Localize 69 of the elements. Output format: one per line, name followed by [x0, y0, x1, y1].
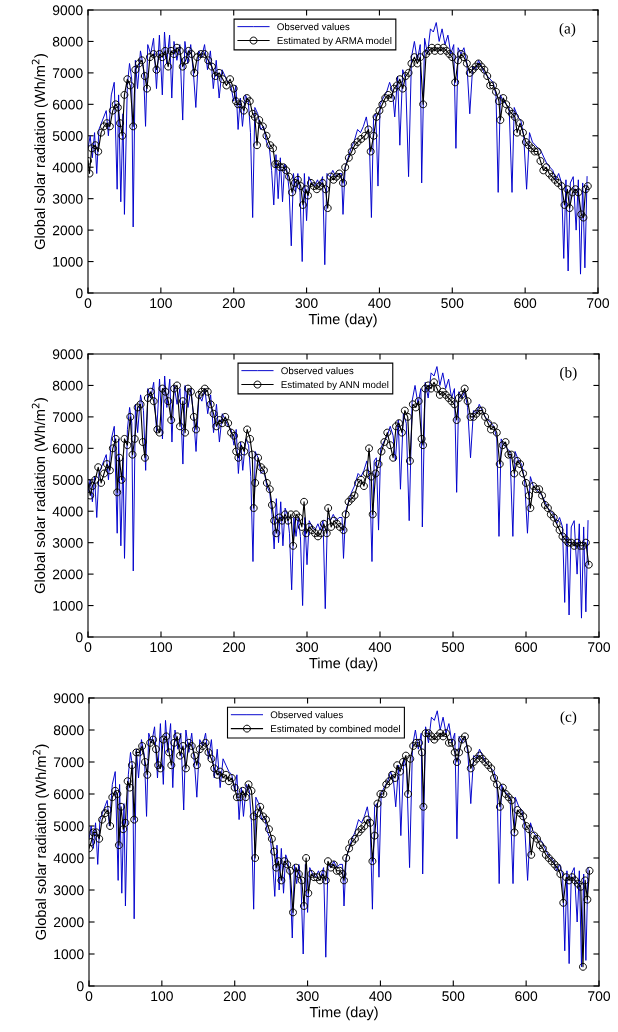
- y-tick-label: 4000: [52, 506, 83, 517]
- x-tick-label: 0: [84, 642, 92, 653]
- y-tick-label: 8000: [52, 36, 83, 47]
- x-tick-label: 700: [588, 991, 611, 1002]
- y-tick-label: 6000: [52, 99, 83, 110]
- y-axis-title: Global solar radiation (Wh/m$^{2}$): [32, 744, 49, 940]
- x-tick-label: 0: [85, 991, 93, 1002]
- annotation: (c): [560, 711, 577, 726]
- legend-label: Observed values: [277, 23, 350, 31]
- y-tick-label: 5000: [52, 475, 83, 485]
- legend-label: Estimated by combined model: [271, 724, 400, 735]
- x-tick-label: 300: [296, 991, 319, 1002]
- x-tick-label: 600: [514, 298, 537, 309]
- y-tick-label: 4000: [53, 853, 84, 864]
- legend-label: Observed values: [281, 366, 354, 375]
- y-tick-label: 1000: [53, 600, 83, 611]
- x-tick-label: 500: [441, 642, 465, 653]
- y-axis-title: Global solar radiation (Wh/m$^{2}$): [31, 398, 48, 594]
- x-tick-label: 600: [515, 642, 538, 653]
- x-tick-label: 400: [368, 298, 391, 309]
- y-tick-label: 3000: [52, 538, 83, 548]
- x-tick-label: 700: [587, 298, 610, 309]
- x-tick-label: 100: [150, 298, 172, 309]
- y-tick-label: 2000: [53, 917, 84, 928]
- x-tick-label: 200: [223, 991, 246, 1002]
- legend-label: Estimated by ARMA model: [277, 36, 392, 46]
- x-tick-label: 300: [295, 298, 318, 309]
- x-tick-label: 100: [150, 642, 173, 653]
- x-tick-label: 100: [151, 991, 173, 1002]
- x-tick-label: 300: [295, 642, 319, 653]
- annotation: (b): [560, 366, 577, 381]
- x-tick-label: 500: [441, 298, 464, 309]
- y-tick-label: 6000: [53, 789, 84, 800]
- y-axis-title: Global solar radiation (Wh/m$^{2}$): [31, 54, 48, 250]
- x-tick-label: 600: [515, 991, 538, 1002]
- y-tick-label: 5000: [53, 821, 84, 832]
- y-tick-label: 2000: [52, 225, 83, 236]
- legend-label: Observed values: [270, 711, 343, 719]
- y-tick-label: 3000: [52, 194, 83, 204]
- y-tick-label: 4000: [52, 162, 83, 173]
- x-tick-label: 400: [369, 991, 392, 1002]
- y-tick-label: 0: [75, 288, 83, 299]
- y-tick-label: 9000: [52, 349, 83, 360]
- y-tick-label: 8000: [53, 725, 84, 736]
- y-tick-label: 0: [76, 981, 84, 992]
- annotation: (a): [559, 22, 576, 37]
- y-tick-label: 9000: [52, 5, 83, 16]
- y-tick-label: 0: [75, 632, 83, 643]
- x-tick-label: 0: [84, 298, 92, 309]
- y-tick-label: 5000: [52, 131, 83, 141]
- x-axis-title: Time (day): [308, 313, 377, 328]
- x-tick-label: 700: [588, 642, 611, 653]
- x-tick-label: 400: [368, 642, 392, 653]
- y-tick-label: 9000: [53, 693, 84, 704]
- y-tick-label: 7000: [52, 412, 83, 423]
- y-tick-label: 7000: [53, 757, 84, 768]
- y-tick-label: 1000: [53, 256, 83, 267]
- y-tick-label: 3000: [53, 885, 84, 896]
- x-tick-label: 500: [442, 991, 465, 1002]
- x-axis-title: Time (day): [309, 1006, 378, 1021]
- y-tick-label: 1000: [54, 949, 84, 960]
- y-tick-label: 8000: [52, 380, 83, 391]
- y-tick-label: 7000: [52, 68, 83, 79]
- x-tick-label: 200: [223, 642, 246, 653]
- legend-label: Estimated by ANN model: [281, 380, 389, 390]
- y-tick-label: 2000: [52, 569, 83, 580]
- y-tick-label: 6000: [52, 443, 83, 454]
- x-tick-label: 200: [222, 298, 245, 309]
- x-axis-title: Time (day): [309, 657, 378, 672]
